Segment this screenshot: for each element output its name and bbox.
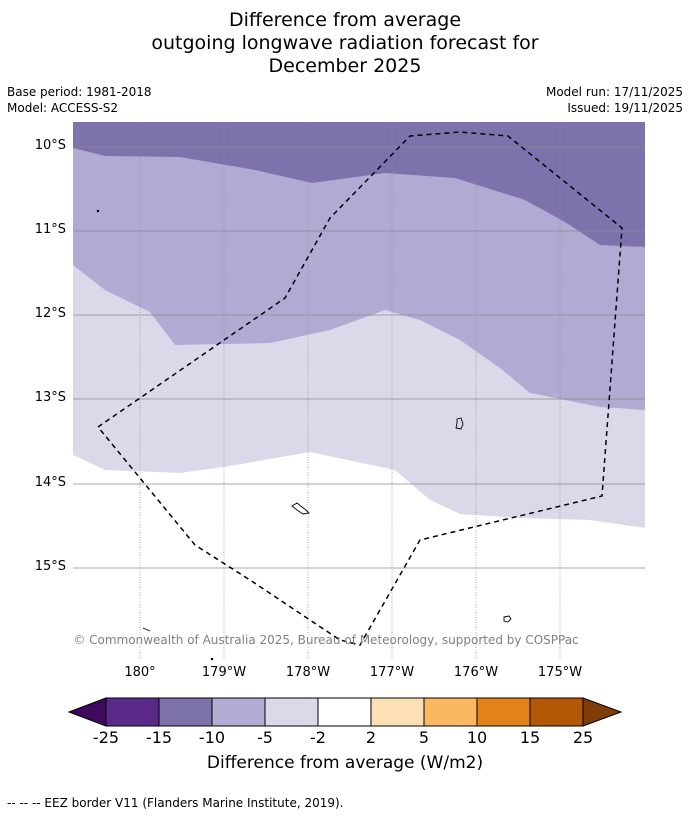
copyright-notice: © Commonwealth of Australia 2025, Bureau… bbox=[73, 633, 579, 647]
y-axis-label: 12°S bbox=[34, 306, 66, 321]
colorbar-segment bbox=[477, 698, 530, 726]
anomaly-band-minus-5 bbox=[73, 122, 645, 410]
island-outline bbox=[455, 417, 464, 430]
colorbar-tick-label: -2 bbox=[310, 728, 326, 747]
colorbar-segment bbox=[371, 698, 424, 726]
colorbar bbox=[67, 697, 623, 727]
colorbar-tick-label: -10 bbox=[198, 728, 226, 747]
island-outline bbox=[142, 627, 151, 632]
x-axis-label: 177°W bbox=[369, 665, 415, 680]
title-line-1: Difference from average bbox=[228, 9, 462, 31]
eez-legend: -- -- -- EEZ border V11 (Flanders Marine… bbox=[7, 796, 344, 810]
colorbar-extend-high bbox=[582, 697, 623, 727]
x-axis-label: 178°W bbox=[285, 665, 331, 680]
colorbar-tick-label: 25 bbox=[572, 728, 594, 747]
colorbar-tick-label: 2 bbox=[365, 728, 377, 747]
anomaly-band-minus-10 bbox=[73, 122, 645, 247]
colorbar-segment bbox=[159, 698, 212, 726]
map-plot-area bbox=[73, 122, 645, 660]
island-outline bbox=[291, 502, 310, 515]
y-axis-label: 14°S bbox=[34, 475, 66, 490]
colorbar-tick-label: -5 bbox=[257, 728, 273, 747]
colorbar-segment bbox=[265, 698, 318, 726]
islands bbox=[96, 209, 512, 661]
colorbar-segment bbox=[424, 698, 477, 726]
island-outline bbox=[503, 615, 512, 623]
issued-date: Issued: 19/11/2025 bbox=[567, 101, 683, 115]
colorbar-extend-low bbox=[67, 697, 107, 727]
model-name: Model: ACCESS-S2 bbox=[7, 101, 119, 115]
y-axis-label: 15°S bbox=[34, 559, 66, 574]
colorbar-segment bbox=[318, 698, 371, 726]
title-line-2: outgoing longwave radiation forecast for bbox=[151, 32, 539, 54]
base-period: Base period: 1981-2018 bbox=[7, 85, 152, 99]
colorbar-segment bbox=[106, 698, 159, 726]
x-axis-label: 176°W bbox=[453, 665, 499, 680]
colorbar-segment bbox=[212, 698, 265, 726]
graticule bbox=[73, 122, 645, 660]
y-axis-label: 13°S bbox=[34, 390, 66, 405]
x-axis-label: 180° bbox=[124, 665, 156, 680]
colorbar-tick-label: 10 bbox=[466, 728, 488, 747]
colorbar-segment bbox=[530, 698, 583, 726]
colorbar-title: Difference from average (W/m2) bbox=[206, 753, 484, 773]
island-dot bbox=[96, 209, 100, 213]
y-axis-label: 10°S bbox=[34, 138, 66, 153]
eez-border bbox=[97, 131, 623, 646]
x-axis-label: 179°W bbox=[201, 665, 247, 680]
colorbar-tick-label: -25 bbox=[92, 728, 120, 747]
model-run: Model run: 17/11/2025 bbox=[545, 85, 683, 99]
colorbar-tick-label: 15 bbox=[519, 728, 541, 747]
y-axis-label: 11°S bbox=[34, 222, 66, 237]
title-line-3: December 2025 bbox=[268, 55, 422, 77]
colorbar-tick-label: -15 bbox=[145, 728, 173, 747]
colorbar-tick-label: 5 bbox=[418, 728, 430, 747]
island-dot bbox=[210, 657, 214, 661]
x-axis-label: 175°W bbox=[537, 665, 583, 680]
